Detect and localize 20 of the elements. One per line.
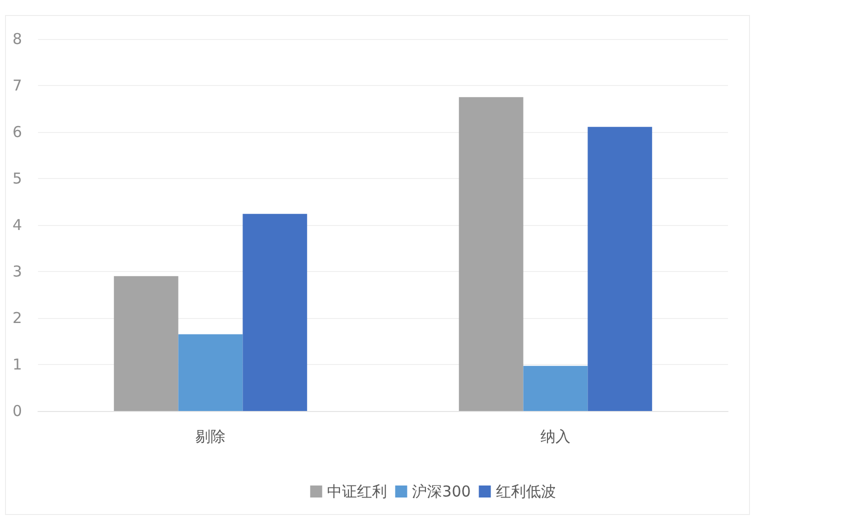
- x-tick-label: 纳入: [540, 428, 570, 446]
- bar: [523, 366, 588, 411]
- bar: [178, 334, 243, 411]
- legend-label: 中证红利: [327, 482, 388, 500]
- bar: [458, 97, 524, 411]
- y-tick-label: 7: [12, 76, 22, 94]
- y-tick-label: 5: [12, 170, 22, 188]
- x-tick-label: 剔除: [196, 428, 226, 446]
- y-tick-label: 3: [12, 262, 22, 280]
- legend-label: 红利低波: [496, 482, 556, 500]
- y-tick-label: 0: [12, 402, 22, 420]
- y-tick-label: 8: [12, 30, 22, 48]
- bar: [242, 214, 308, 411]
- bar: [114, 276, 178, 411]
- y-tick-label: 4: [12, 216, 22, 234]
- y-tick-label: 2: [12, 309, 22, 327]
- y-tick-label: 1: [12, 356, 22, 374]
- legend-label: 沪深300: [412, 482, 471, 500]
- y-tick-label: 6: [12, 123, 22, 141]
- bar: [588, 126, 652, 411]
